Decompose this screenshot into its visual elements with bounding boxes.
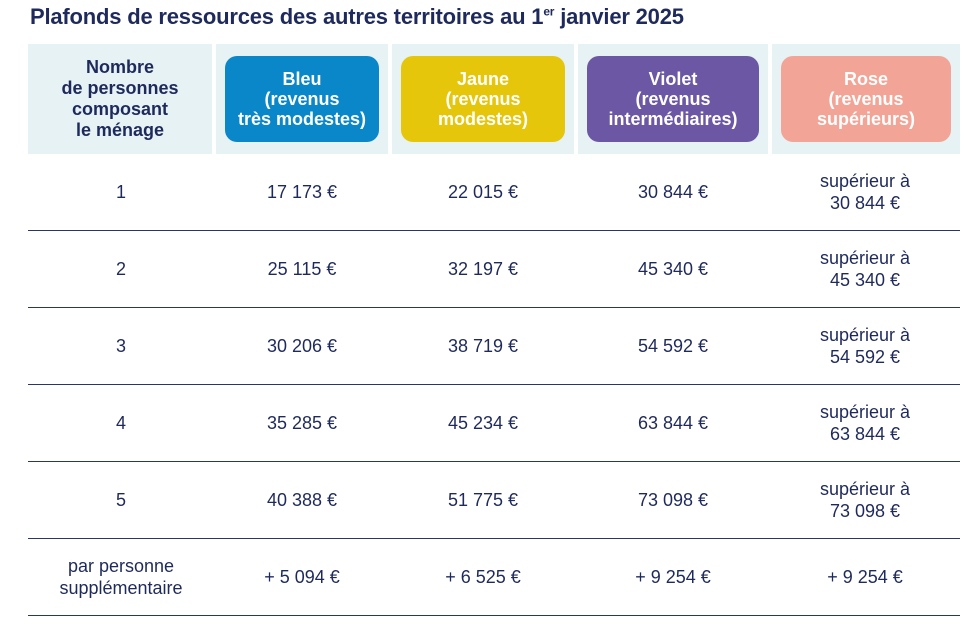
cell-jaune: 38 719 €: [390, 307, 576, 385]
cell-rose: supérieur à 54 592 €: [770, 307, 960, 385]
category-pill-rose: Rose (revenus supérieurs): [781, 56, 951, 142]
cell-persons: 1: [28, 154, 214, 231]
cell-violet: 73 098 €: [576, 461, 770, 539]
cell-rose: supérieur à 45 340 €: [770, 230, 960, 308]
cell-rose: supérieur à 73 098 €: [770, 461, 960, 539]
cell-rose: + 9 254 €: [770, 538, 960, 616]
cell-rose: supérieur à 30 844 €: [770, 154, 960, 231]
cell-bleu: 25 115 €: [214, 230, 390, 308]
cell-bleu: 40 388 €: [214, 461, 390, 539]
header-household-size: Nombre de personnes composant le ménage: [28, 44, 216, 154]
cell-persons: 3: [28, 307, 214, 385]
cell-persons: par personne supplémentaire: [28, 538, 214, 616]
table-row: 3 30 206 € 38 719 € 54 592 € supérieur à…: [28, 307, 960, 385]
category-pill-bleu: Bleu (revenus très modestes): [225, 56, 379, 142]
title-main: Plafonds de ressources des autres territ…: [30, 4, 544, 29]
cell-jaune: 51 775 €: [390, 461, 576, 539]
cell-jaune: 45 234 €: [390, 384, 576, 462]
header-jaune: Jaune (revenus modestes): [390, 44, 578, 154]
cell-violet: 30 844 €: [576, 154, 770, 231]
cell-jaune: + 6 525 €: [390, 538, 576, 616]
category-pill-jaune: Jaune (revenus modestes): [401, 56, 565, 142]
table-row: par personne supplémentaire + 5 094 € + …: [28, 538, 960, 616]
cell-bleu: 17 173 €: [214, 154, 390, 231]
header-violet: Violet (revenus intermédiaires): [576, 44, 772, 154]
income-ceiling-table: Nombre de personnes composant le ménage …: [28, 44, 960, 616]
table-row: 5 40 388 € 51 775 € 73 098 € supérieur à…: [28, 461, 960, 539]
table-header-row: Nombre de personnes composant le ménage …: [28, 44, 960, 154]
cell-rose: supérieur à 63 844 €: [770, 384, 960, 462]
header-rose: Rose (revenus supérieurs): [770, 44, 960, 154]
title-superscript: er: [543, 4, 555, 19]
cell-bleu: + 5 094 €: [214, 538, 390, 616]
header-household-size-label: Nombre de personnes composant le ménage: [61, 57, 179, 140]
cell-jaune: 32 197 €: [390, 230, 576, 308]
cell-persons: 5: [28, 461, 214, 539]
table-row: 4 35 285 € 45 234 € 63 844 € supérieur à…: [28, 384, 960, 462]
cell-jaune: 22 015 €: [390, 154, 576, 231]
cell-persons: 2: [28, 230, 214, 308]
table-row: 1 17 173 € 22 015 € 30 844 € supérieur à…: [28, 154, 960, 231]
table-row: 2 25 115 € 32 197 € 45 340 € supérieur à…: [28, 230, 960, 308]
cell-violet: 54 592 €: [576, 307, 770, 385]
cell-bleu: 35 285 €: [214, 384, 390, 462]
cell-persons: 4: [28, 384, 214, 462]
title-end: janvier 2025: [554, 4, 684, 29]
page-title: Plafonds de ressources des autres territ…: [30, 4, 684, 30]
header-bleu: Bleu (revenus très modestes): [214, 44, 392, 154]
category-pill-violet: Violet (revenus intermédiaires): [587, 56, 759, 142]
cell-violet: + 9 254 €: [576, 538, 770, 616]
cell-violet: 45 340 €: [576, 230, 770, 308]
cell-bleu: 30 206 €: [214, 307, 390, 385]
cell-violet: 63 844 €: [576, 384, 770, 462]
